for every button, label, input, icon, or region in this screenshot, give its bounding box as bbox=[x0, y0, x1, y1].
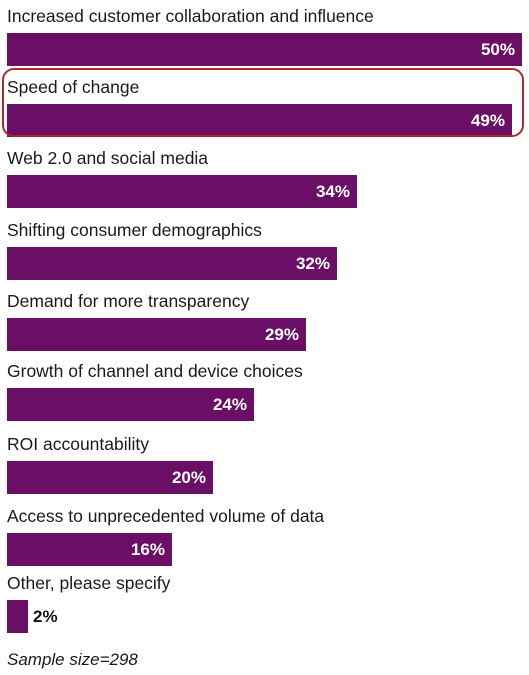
value-label: 29% bbox=[264, 325, 299, 344]
category-label: Access to unprecedented volume of data bbox=[7, 506, 325, 526]
bar bbox=[7, 600, 28, 633]
value-label: 16% bbox=[130, 540, 165, 559]
category-label: Other, please specify bbox=[7, 573, 171, 593]
bar bbox=[7, 533, 172, 566]
value-label: 24% bbox=[212, 395, 247, 414]
bar bbox=[7, 33, 522, 66]
category-label: Speed of change bbox=[7, 77, 140, 97]
value-label: 20% bbox=[171, 468, 206, 487]
category-label: Web 2.0 and social media bbox=[7, 148, 209, 168]
bar bbox=[7, 461, 213, 494]
bar bbox=[7, 104, 512, 137]
value-label: 34% bbox=[315, 182, 350, 201]
value-label: 32% bbox=[295, 254, 330, 273]
category-label: ROI accountability bbox=[7, 434, 150, 454]
bar bbox=[7, 175, 357, 208]
category-label: Growth of channel and device choices bbox=[7, 361, 303, 381]
category-label: Demand for more transparency bbox=[7, 291, 250, 311]
value-label: 50% bbox=[480, 40, 515, 59]
bar bbox=[7, 247, 337, 280]
sample-size-note: Sample size=298 bbox=[7, 650, 138, 669]
highlight-box-speed-of-change bbox=[2, 68, 524, 137]
bar bbox=[7, 388, 254, 421]
category-label: Increased customer collaboration and inf… bbox=[7, 6, 374, 26]
category-label: Shifting consumer demographics bbox=[7, 220, 262, 240]
value-label: 2% bbox=[33, 607, 58, 626]
bar bbox=[7, 318, 306, 351]
value-label: 49% bbox=[470, 111, 505, 130]
